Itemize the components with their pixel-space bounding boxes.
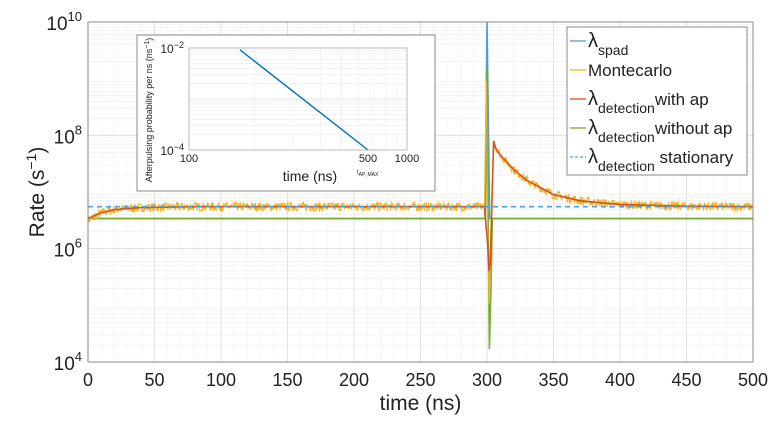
- legend-entry: λdetectionwithout ap: [588, 117, 732, 145]
- x-tick-label: 400: [605, 370, 635, 390]
- inset-x-annotation: tAP, MAX: [357, 170, 379, 178]
- legend-subscript: detection: [598, 158, 655, 174]
- x-tick-label: 500: [738, 370, 768, 390]
- legend-text: Montecarlo: [588, 61, 672, 80]
- legend-text: with ap: [654, 90, 709, 109]
- inset-y-axis-label: Afterpulsing probability per ns (ns−1): [144, 38, 154, 183]
- y-tick-label: 104: [54, 349, 82, 375]
- y-label-end: ): [144, 38, 154, 41]
- y-tick-exp: 8: [75, 122, 82, 137]
- inset-y-tick-label: 10−2: [160, 40, 184, 56]
- y-tick-label: 108: [54, 122, 82, 148]
- legend-text: stationary: [655, 148, 734, 167]
- y-tick-exp: 10: [68, 9, 82, 24]
- y-tick-exp: 6: [75, 236, 82, 251]
- y-tick-base: 10: [54, 241, 75, 262]
- y-tick-exp: −2: [174, 40, 184, 50]
- legend-entry: λspad: [588, 30, 628, 58]
- x-tick-label: 450: [671, 370, 701, 390]
- legend-subscript: spad: [598, 42, 628, 58]
- x-tick-label: 300: [472, 370, 502, 390]
- x-tick-label: 0: [83, 370, 93, 390]
- legend-subscript: detection: [598, 100, 655, 116]
- annotation-main: t: [357, 170, 359, 176]
- inset-x-tick-label: 100: [180, 153, 198, 165]
- x-axis-label: time (ns): [380, 392, 462, 415]
- legend-text: without ap: [654, 119, 733, 138]
- y-label-sup: −1: [23, 153, 39, 169]
- legend-symbol: λ: [588, 88, 598, 110]
- axes-box: [87, 21, 754, 363]
- legend-symbol: λ: [588, 30, 598, 52]
- legend-entry: λdetection stationary: [588, 146, 734, 174]
- y-tick-exp: 4: [75, 349, 82, 364]
- inset-axes-box: [188, 47, 408, 151]
- y-tick-exp: −4: [174, 142, 184, 152]
- x-tick-label: 150: [272, 370, 302, 390]
- y-tick-base: 10: [46, 14, 67, 35]
- y-tick-label: 1010: [46, 9, 82, 35]
- legend-symbol: λ: [588, 117, 598, 139]
- y-tick-base: 10: [160, 144, 174, 158]
- series-line: [88, 140, 753, 272]
- y-tick-base: 10: [54, 354, 75, 375]
- y-label-main: Afterpulsing probability per ns (ns: [144, 48, 154, 182]
- inset-x-axis-label: time (ns): [283, 168, 337, 184]
- legend-symbol: λ: [588, 146, 598, 168]
- legend-entry: Montecarlo: [588, 61, 672, 80]
- legend-entry: λdetectionwith ap: [588, 88, 709, 116]
- y-tick-label: 106: [54, 236, 82, 262]
- inset-y-tick-label: 10−4: [160, 142, 184, 158]
- x-tick-label: 100: [206, 370, 236, 390]
- x-tick-label: 350: [538, 370, 568, 390]
- y-tick-base: 10: [160, 42, 174, 56]
- x-tick-label: 50: [144, 370, 164, 390]
- inset-box: [136, 34, 436, 192]
- inset-series-line: [239, 49, 369, 151]
- y-label-sup: −1: [144, 41, 151, 49]
- x-tick-label: 250: [405, 370, 435, 390]
- y-label-main: Rate (s: [26, 170, 49, 238]
- inset-x-tick-label: 500: [359, 153, 377, 165]
- inset-x-tick-label: 1000: [395, 153, 419, 165]
- legend-box: [566, 26, 748, 176]
- legend-subscript: detection: [598, 129, 655, 145]
- annotation-sub: AP, MAX: [359, 172, 379, 178]
- y-label-end: ): [26, 147, 49, 154]
- y-tick-base: 10: [54, 127, 75, 148]
- x-tick-label: 200: [339, 370, 369, 390]
- y-axis-label: Rate (s−1): [23, 147, 49, 238]
